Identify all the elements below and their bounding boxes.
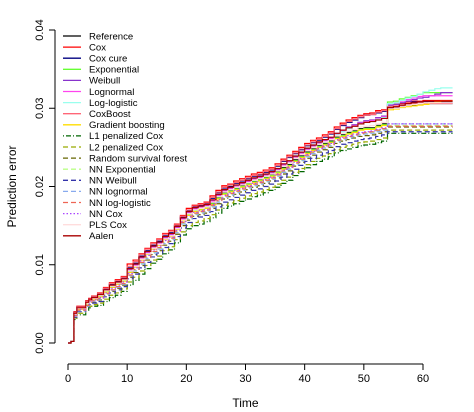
y-tick-label: 0.01 bbox=[34, 254, 46, 275]
legend-label: NN Cox bbox=[89, 209, 123, 220]
legend-label: Random survival forest bbox=[89, 153, 187, 164]
legend-label: Gradient boosting bbox=[89, 120, 165, 131]
series-line-nn-log-logistic bbox=[68, 125, 453, 344]
x-tick-label: 20 bbox=[180, 373, 192, 385]
y-tick-label: 0.03 bbox=[34, 98, 46, 119]
y-tick-label: 0.00 bbox=[34, 332, 46, 353]
y-tick-label: 0.04 bbox=[34, 19, 46, 40]
series-line-pls-cox bbox=[68, 102, 453, 344]
y-axis-title: Prediction error bbox=[5, 145, 19, 227]
legend-label: Reference bbox=[89, 31, 133, 42]
series-line-l2-penalized-cox bbox=[68, 129, 453, 344]
legend-label: Log-logistic bbox=[89, 98, 138, 109]
legend-label: Aalen bbox=[89, 231, 114, 242]
legend-label: Exponential bbox=[89, 65, 139, 76]
y-tick-label: 0.02 bbox=[34, 176, 46, 197]
x-tick-label: 0 bbox=[65, 373, 71, 385]
legend-label: PLS Cox bbox=[89, 220, 127, 231]
legend-label: NN log-logistic bbox=[89, 198, 151, 209]
legend-label: Weibull bbox=[89, 76, 120, 87]
series-line-nn-lognormal bbox=[68, 123, 453, 344]
legend-label: CoxBoost bbox=[89, 109, 131, 120]
legend-label: L2 penalized Cox bbox=[89, 142, 163, 153]
x-tick-label: 50 bbox=[358, 373, 370, 385]
legend-label: NN Exponential bbox=[89, 165, 156, 176]
legend-label: Cox bbox=[89, 42, 106, 53]
legend-label: Cox cure bbox=[89, 54, 127, 65]
legend-label: NN lognormal bbox=[89, 187, 148, 198]
series-line-l1-penalized-cox bbox=[68, 132, 453, 344]
series-line-random-survival-forest bbox=[68, 126, 453, 344]
legend-label: NN Weibull bbox=[89, 176, 137, 187]
x-axis-title: Time bbox=[232, 396, 259, 410]
x-tick-label: 40 bbox=[299, 373, 311, 385]
legend-label: Lognormal bbox=[89, 87, 134, 98]
series-line-gradient-boosting bbox=[68, 100, 453, 344]
x-tick-label: 60 bbox=[417, 373, 429, 385]
x-tick-label: 10 bbox=[121, 373, 133, 385]
legend-label: L1 penalized Cox bbox=[89, 131, 163, 142]
series-line-aalen bbox=[68, 100, 453, 344]
plot-lines bbox=[68, 87, 453, 344]
axes: 0.00 0.01 0.02 0.03 0.04 0 10 20 30 40 50 60 bbox=[34, 19, 429, 385]
x-tick-label: 30 bbox=[239, 373, 251, 385]
